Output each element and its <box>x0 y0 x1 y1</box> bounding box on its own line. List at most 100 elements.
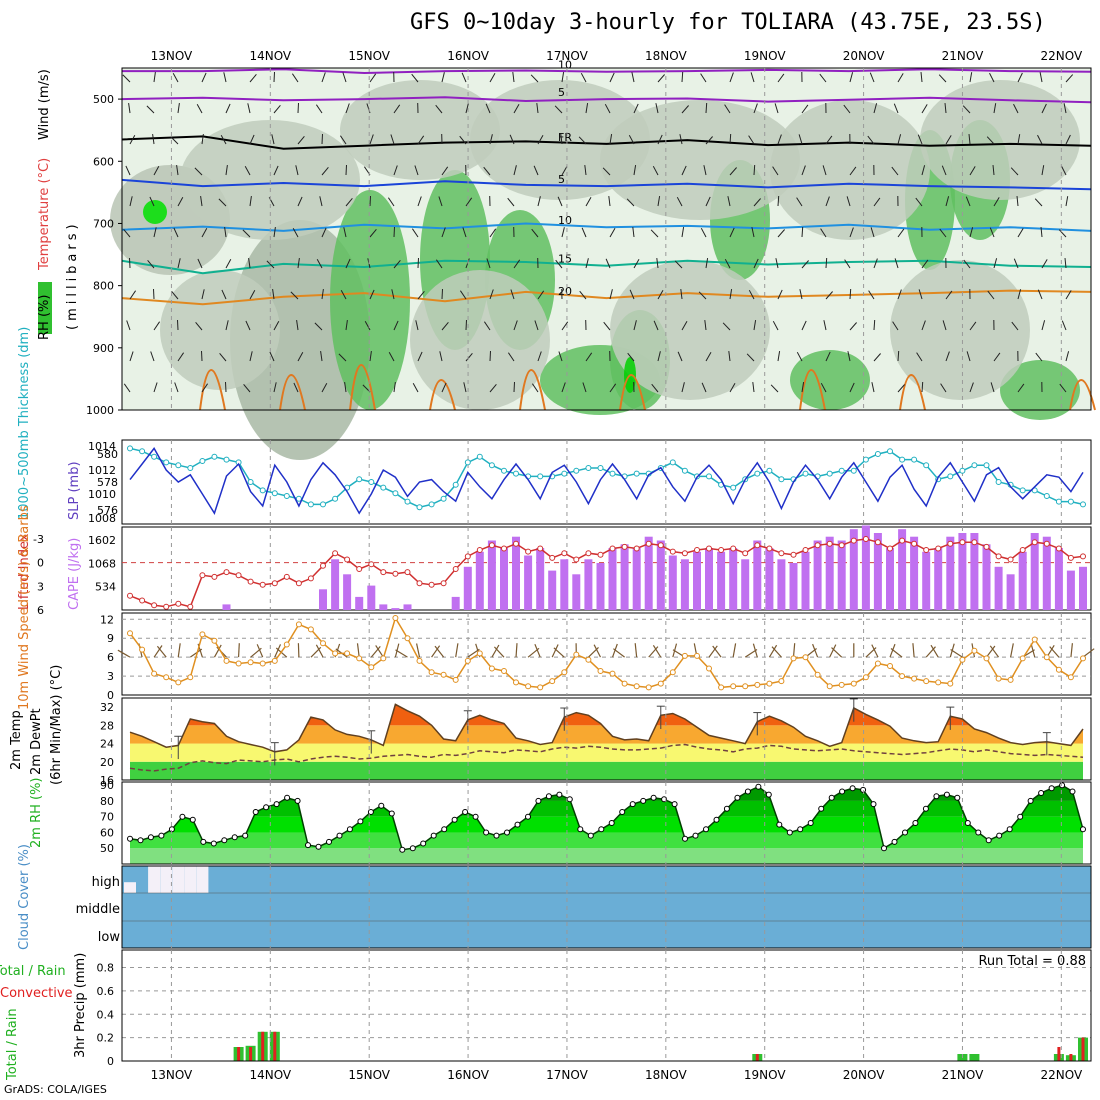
contour-20-cell <box>1069 379 1096 411</box>
wind-barb <box>992 165 995 176</box>
wind-tick: 12 <box>100 613 114 626</box>
li-line-marker <box>295 580 302 587</box>
cloud-background <box>122 866 1091 948</box>
cloud-tick-low: low <box>98 930 121 945</box>
cape-bar <box>849 529 858 610</box>
wind-speed-line-marker <box>862 674 869 681</box>
slp-frame <box>121 439 1092 525</box>
wind-barb <box>869 72 875 83</box>
cape-bar <box>451 596 460 610</box>
wind-barb <box>147 259 155 269</box>
wind-barb-10m <box>256 644 264 658</box>
thickness-line-marker <box>211 453 218 460</box>
rh-frame <box>121 781 1092 865</box>
wind-barb <box>390 134 395 145</box>
top-date-label: 21NOV <box>942 49 984 63</box>
rh-line-marker <box>493 832 500 839</box>
rh-line-marker <box>535 797 542 804</box>
rh-shade-area <box>330 190 410 410</box>
wind-barb <box>1037 289 1043 300</box>
thickness-line-marker <box>428 501 435 508</box>
wind-barb <box>177 352 185 362</box>
li-line-marker <box>935 545 942 552</box>
rh-line-marker <box>640 797 647 804</box>
wind-barb <box>921 165 926 176</box>
wind-speed-line-marker <box>754 681 761 688</box>
wind-barb <box>969 227 974 238</box>
contour-20-cell <box>349 364 376 411</box>
wind-barb <box>939 228 947 238</box>
cape-bar <box>922 551 931 610</box>
wind-barb <box>703 165 707 176</box>
top-date-label: 19NOV <box>744 49 786 63</box>
wind-speed-line-marker <box>874 660 881 667</box>
rh-line-marker <box>252 809 259 815</box>
wind-barb-10m <box>370 646 381 658</box>
wind-barb-10m <box>515 643 518 658</box>
wind-barb <box>656 258 659 269</box>
cape-bar <box>584 559 593 610</box>
wind-barb <box>1040 227 1043 238</box>
wind-barb <box>917 134 923 145</box>
wind-speed-line-marker <box>139 646 146 653</box>
wind-speed-line-marker <box>1080 655 1086 662</box>
wind-barb <box>969 72 973 83</box>
contour-20-cell <box>519 369 546 411</box>
li-line-marker <box>681 550 688 557</box>
wind-barb <box>604 103 611 114</box>
bottom-date-label: 18NOV <box>645 1068 687 1082</box>
thickness-line-marker <box>1019 487 1026 494</box>
rh-line-marker <box>273 801 280 808</box>
wind-barb <box>944 103 947 114</box>
li-line-marker <box>1007 556 1014 563</box>
wind-barb <box>962 105 971 114</box>
li-line-marker <box>139 597 146 604</box>
rh-line-marker <box>1027 797 1034 804</box>
wind-speed-line-marker <box>476 650 483 657</box>
rh-line-marker <box>1017 813 1024 820</box>
rh-line-marker <box>933 793 940 800</box>
wind-barb <box>153 72 156 83</box>
rh-line-marker <box>943 791 950 798</box>
wind-barb-10m <box>153 645 163 658</box>
wind-barb <box>1017 228 1024 238</box>
wind-barb <box>938 74 947 83</box>
wind-barb <box>849 322 857 331</box>
rh-shade-area <box>340 80 500 180</box>
wind-barb <box>176 165 179 176</box>
li-tick: 3 <box>37 580 44 593</box>
wind-barb <box>411 228 419 238</box>
wind-barb <box>892 321 899 331</box>
cape-bar <box>572 574 581 610</box>
wind-barb <box>825 291 833 300</box>
wind-barb-10m <box>871 644 879 658</box>
wind-barb <box>729 289 733 300</box>
wind-barb <box>728 351 731 362</box>
wind-barb <box>585 103 589 114</box>
li-line-marker <box>525 548 532 555</box>
upper-ytick: 600 <box>93 155 114 168</box>
slp-ylabel-slp: SLP (mb) <box>67 461 82 520</box>
wind-barb <box>1041 165 1045 176</box>
wind-barb <box>369 134 374 145</box>
thickness-line-marker <box>681 467 688 474</box>
cape-bar <box>487 540 496 610</box>
contour-20-cell <box>279 374 306 411</box>
bottom-date-label: 13NOV <box>151 1068 193 1082</box>
wind-barb <box>273 227 276 238</box>
rh-line-marker <box>765 791 772 798</box>
wind-barb <box>729 167 737 176</box>
temp-band <box>130 704 1083 726</box>
rh-tick: 60 <box>100 826 114 839</box>
rh-line-marker <box>451 816 458 823</box>
contour-20-cell <box>799 369 826 411</box>
cloud-bar-high <box>160 866 173 893</box>
wind-ylabel: 10m Wind Speed (m/s) & Barbs <box>17 505 32 710</box>
li-line-marker <box>561 550 568 557</box>
wind-speed-line-marker <box>488 665 495 672</box>
wind-barb <box>1010 167 1019 176</box>
wind-barb <box>195 321 203 331</box>
wind-barb <box>822 165 827 176</box>
wind-barb <box>627 352 635 362</box>
wind-barb <box>1041 320 1046 331</box>
